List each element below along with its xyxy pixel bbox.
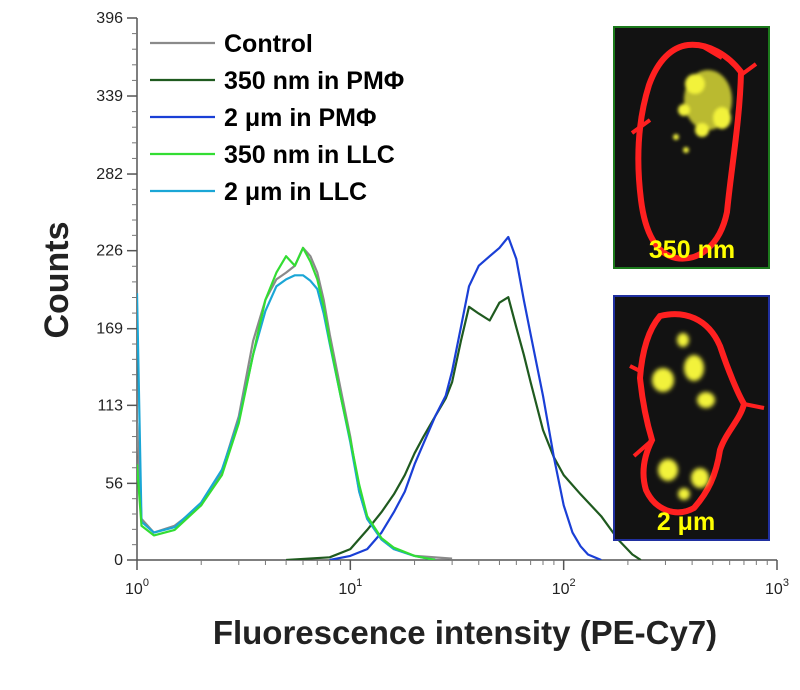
series-line-350-nm-in-llc bbox=[137, 246, 436, 560]
particle-cluster bbox=[652, 333, 715, 500]
x-ticks: 100 101 102 103 bbox=[125, 560, 789, 598]
y-tick-label: 56 bbox=[105, 475, 123, 492]
legend-label: 350 nm in PMΦ bbox=[224, 67, 404, 95]
series-line-2-m-in-llc bbox=[137, 274, 436, 560]
legend: Control 350 nm in PMΦ 2 μm in PMΦ 350 nm in… bbox=[150, 30, 404, 206]
y-ticks: 0 56 113 169 226 282 339 396 bbox=[96, 10, 137, 569]
x-tick-label: 103 bbox=[765, 577, 789, 598]
particle-cluster bbox=[673, 70, 732, 153]
x-axis-title: Fluorescence intensity (PE-Cy7) bbox=[213, 614, 717, 651]
x-tick-label: 102 bbox=[552, 577, 576, 598]
inset-label-2um: 2 μm bbox=[657, 508, 715, 536]
legend-label: 350 nm in LLC bbox=[224, 141, 395, 169]
legend-label: Control bbox=[224, 30, 313, 58]
inset-frame bbox=[613, 295, 770, 541]
x-tick-label: 100 bbox=[125, 577, 149, 598]
y-tick-label: 396 bbox=[96, 10, 123, 27]
cell-membrane-spike bbox=[629, 364, 765, 458]
inset-image-350nm: 350 nm bbox=[613, 26, 770, 269]
y-tick-label: 339 bbox=[96, 88, 123, 105]
inset-label-350nm: 350 nm bbox=[649, 236, 735, 264]
y-tick-label: 113 bbox=[97, 397, 123, 414]
x-tick-label: 101 bbox=[338, 577, 362, 598]
cell-membrane-spike bbox=[630, 43, 758, 135]
legend-label: 2 μm in LLC bbox=[224, 178, 367, 206]
inset-image-2um: 2 μm bbox=[613, 295, 770, 541]
y-tick-label: 169 bbox=[96, 321, 123, 338]
series-line-350-nm-in-pm- bbox=[286, 296, 642, 560]
cell-membrane bbox=[636, 311, 748, 516]
series-lines bbox=[137, 235, 642, 560]
y-tick-label: 0 bbox=[114, 552, 123, 569]
legend-label: 2 μm in PMΦ bbox=[224, 104, 377, 132]
y-tick-label: 226 bbox=[96, 243, 123, 260]
series-line-control bbox=[137, 246, 453, 560]
y-tick-label: 282 bbox=[96, 166, 123, 183]
cell-membrane bbox=[635, 41, 745, 262]
y-axis-title: Counts bbox=[38, 221, 76, 338]
series-line-2-m-in-pm- bbox=[329, 235, 602, 560]
